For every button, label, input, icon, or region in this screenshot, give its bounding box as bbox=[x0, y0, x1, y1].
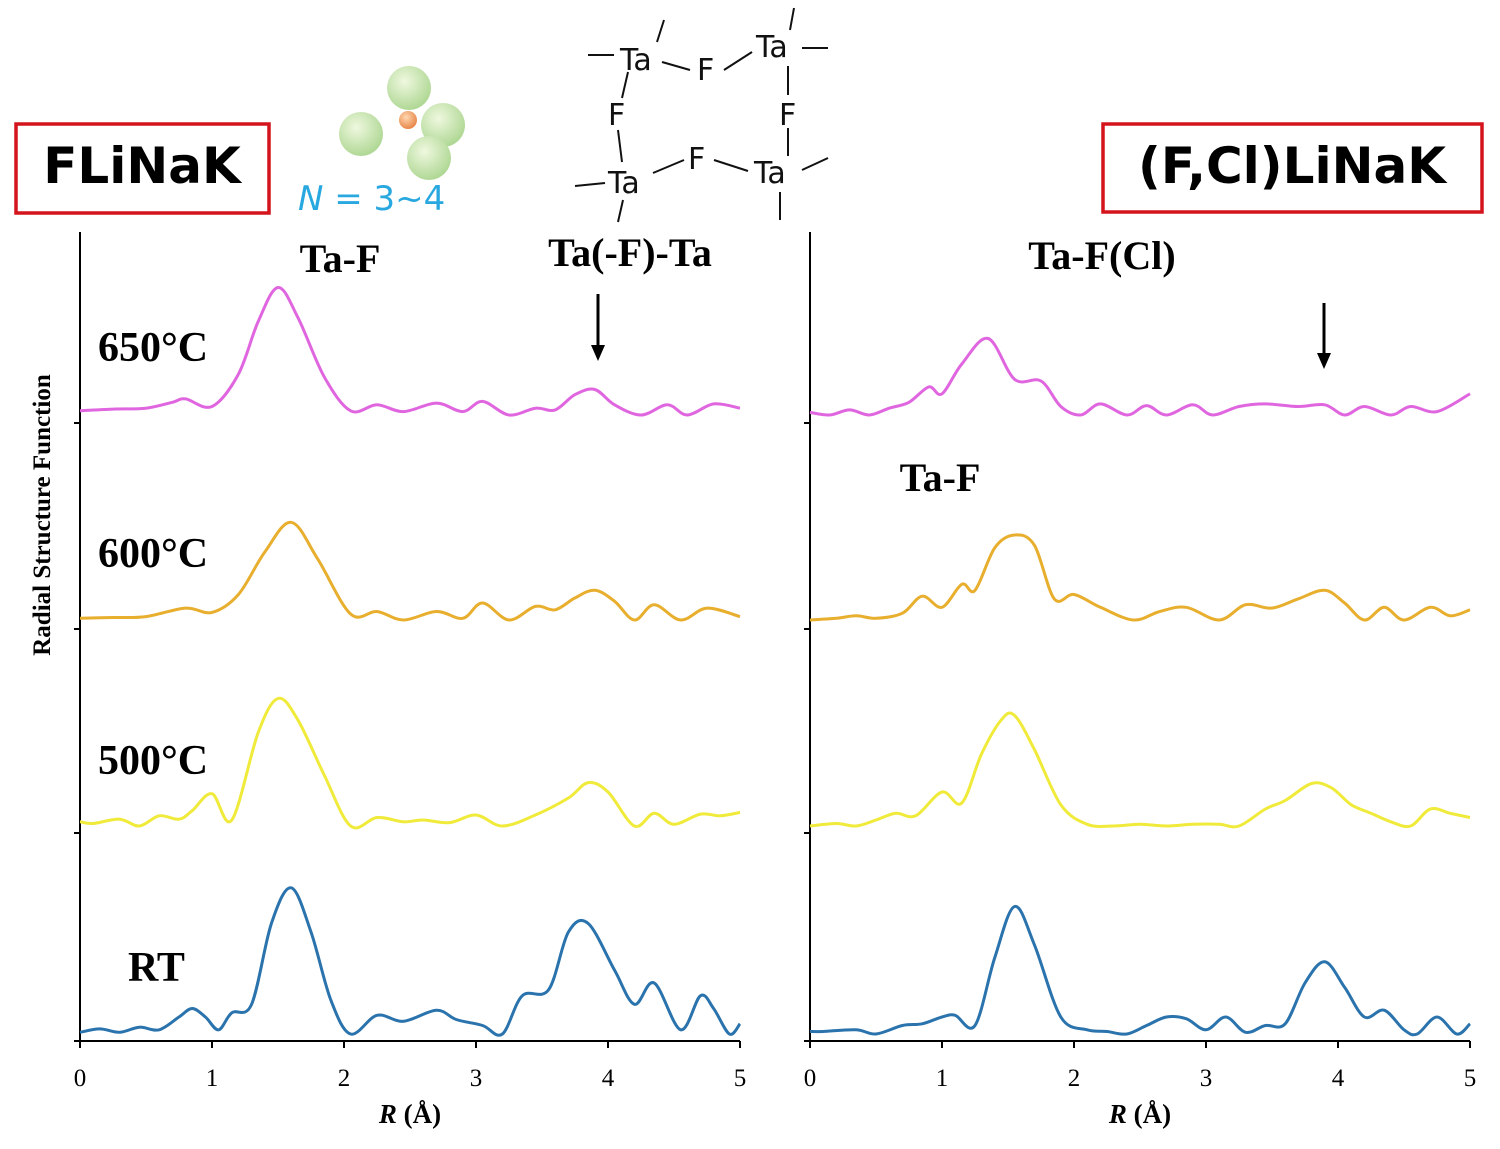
left-peak-label-ta-f-ta: Ta(-F)-Ta bbox=[548, 230, 712, 275]
series-line-500c-fcllinak bbox=[809, 711, 1471, 829]
coordination-number-label: N = 3~4 bbox=[298, 179, 445, 219]
right-peak-label-ta-f-cl: Ta-F(Cl) bbox=[1028, 233, 1175, 278]
x-tick-label: 0 bbox=[74, 1065, 87, 1092]
y-axis-label: Radial Structure Function bbox=[29, 374, 56, 656]
temp-label-500c: 500°C bbox=[98, 738, 208, 784]
right-title-frame bbox=[1101, 122, 1484, 214]
atom-ta: Ta bbox=[753, 156, 786, 191]
right-x-axis-label: R (Å) bbox=[1108, 1099, 1171, 1129]
right-peak-label-ta-f: Ta-F bbox=[900, 455, 981, 500]
atom-f: F bbox=[608, 98, 625, 133]
x-tick-label: 2 bbox=[1068, 1065, 1081, 1092]
x-tick-label: 5 bbox=[1464, 1065, 1477, 1092]
right-axes bbox=[804, 232, 1470, 1042]
atom-ta: Ta bbox=[619, 43, 652, 78]
temp-label-rt: RT bbox=[128, 945, 185, 991]
x-tick-label: 0 bbox=[804, 1065, 817, 1092]
x-tick-label: 3 bbox=[1200, 1065, 1213, 1092]
left-x-axis-label: R (Å) bbox=[378, 1099, 441, 1129]
series-line-rt-fcllinak bbox=[809, 905, 1472, 1037]
left-peak-label-ta-f: Ta-F bbox=[300, 236, 381, 281]
temp-label-650c: 650°C bbox=[98, 325, 208, 371]
x-tick-label: 4 bbox=[1332, 1065, 1345, 1092]
temp-label-600c: 600°C bbox=[98, 531, 208, 577]
atom-f: F bbox=[697, 53, 714, 88]
tantalum-sphere bbox=[399, 111, 417, 129]
arrow-ta-f-ta-left bbox=[591, 294, 605, 361]
series-line-600c-fcllinak bbox=[809, 533, 1471, 622]
atom-f: F bbox=[779, 98, 796, 133]
series-line-650c-fcllinak bbox=[809, 336, 1471, 417]
x-tick-label: 3 bbox=[470, 1065, 483, 1092]
series-line-600c-flinak bbox=[79, 520, 741, 622]
x-tick-label: 1 bbox=[936, 1065, 949, 1092]
fluoride-sphere bbox=[339, 112, 383, 156]
fluoride-sphere bbox=[387, 66, 431, 110]
left-axes bbox=[74, 232, 740, 1042]
series-line-500c-flinak bbox=[79, 696, 741, 830]
right-panel-title: (F,Cl)LiNaK bbox=[1138, 137, 1448, 195]
fluoride-sphere bbox=[407, 136, 451, 180]
cluster-illustration bbox=[339, 66, 465, 180]
x-tick-label: 2 bbox=[338, 1065, 351, 1092]
left-panel-title: FLiNaK bbox=[43, 137, 243, 195]
ta-f-ring-structure bbox=[574, 7, 829, 223]
x-tick-label: 4 bbox=[602, 1065, 615, 1092]
series-line-rt-flinak bbox=[79, 886, 742, 1037]
x-tick-label: 1 bbox=[206, 1065, 219, 1092]
left-title-frame bbox=[14, 122, 271, 215]
atom-ta: Ta bbox=[755, 30, 788, 65]
arrow-ta-f-ta-right bbox=[1317, 303, 1331, 369]
atom-ta: Ta bbox=[607, 166, 640, 201]
atom-f: F bbox=[688, 142, 705, 177]
series-line-650c-flinak bbox=[79, 286, 741, 417]
x-tick-label: 5 bbox=[734, 1065, 747, 1092]
fluoride-sphere bbox=[421, 103, 465, 147]
